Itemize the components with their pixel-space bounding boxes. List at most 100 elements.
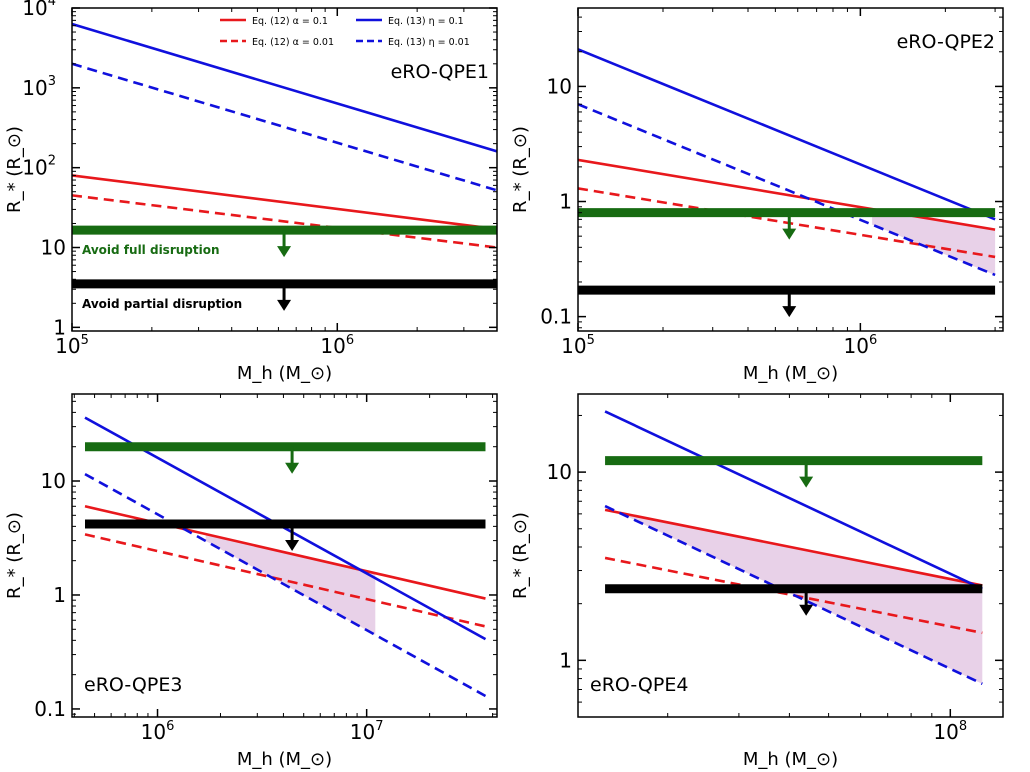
y-tick-label: 1 xyxy=(559,190,572,214)
y-tick-label: 1 xyxy=(53,315,66,339)
y-tick-mantissa: 1 xyxy=(53,315,66,339)
legend-label: Eq. (12) α = 0.01 xyxy=(252,37,334,48)
axes-frame xyxy=(71,393,498,718)
x-tick-exponent: 5 xyxy=(81,333,89,348)
x-tick-mantissa: 10 xyxy=(141,720,166,744)
x-tick-mantissa: 10 xyxy=(320,334,345,358)
x-axis-label: M_h (M_⊙) xyxy=(237,749,332,770)
limit-arrow-head xyxy=(277,299,292,311)
y-tick-mantissa: 1 xyxy=(559,190,572,214)
plot-area xyxy=(604,410,983,686)
series-line-3 xyxy=(84,472,487,698)
x-tick-mantissa: 10 xyxy=(350,720,375,744)
y-tick-label: 0.1 xyxy=(34,697,66,721)
y-tick-mantissa: 0.1 xyxy=(540,305,572,329)
series-line-3 xyxy=(72,62,497,192)
panel-name: eRO-QPE1 xyxy=(391,61,489,83)
x-tick-exponent: 6 xyxy=(166,719,174,734)
limit-arrow-head xyxy=(782,306,797,318)
y-tick-mantissa: 10 xyxy=(41,469,66,493)
x-tick-exponent: 8 xyxy=(959,719,967,734)
x-tick-label: 106 xyxy=(843,333,877,358)
y-tick-label: 103 xyxy=(22,74,56,100)
full-disruption-label: Avoid full disruption xyxy=(82,243,220,257)
x-tick-label: 105 xyxy=(55,333,89,358)
x-axis-label: M_h (M_⊙) xyxy=(237,363,332,384)
chart-panel: Avoid full disruption Avoid partial disru… xyxy=(4,0,498,384)
y-tick-mantissa: 10 xyxy=(547,460,572,484)
y-tick-mantissa: 1 xyxy=(53,583,66,607)
x-tick-exponent: 5 xyxy=(587,333,595,348)
limit-arrow-head xyxy=(285,462,300,474)
x-tick-label: 107 xyxy=(350,719,384,744)
panel-name: eRO-QPE2 xyxy=(897,31,995,53)
x-axis-label: M_h (M_⊙) xyxy=(743,749,838,770)
x-tick-mantissa: 10 xyxy=(55,334,80,358)
y-tick-mantissa: 10 xyxy=(41,236,66,260)
y-axis-label: R_* (R_⊙) xyxy=(510,126,531,213)
y-tick-exponent: 3 xyxy=(48,74,56,89)
plot-area xyxy=(578,48,996,318)
y-tick-mantissa: 1 xyxy=(559,648,572,672)
y-tick-mantissa: 0.1 xyxy=(34,697,66,721)
x-axis-label: M_h (M_⊙) xyxy=(743,363,838,384)
x-tick-exponent: 7 xyxy=(375,719,383,734)
legend: Eq. (12) α = 0.1 Eq. (13) η = 0.1 Eq. (12)… xyxy=(220,16,470,48)
series-line-0 xyxy=(578,158,996,231)
y-axis-label: R_* (R_⊙) xyxy=(510,512,531,599)
y-tick-label: 102 xyxy=(22,154,56,180)
allowed-region-shade xyxy=(872,212,996,275)
y-axis-label: R_* (R_⊙) xyxy=(4,512,25,599)
x-tick-mantissa: 10 xyxy=(933,720,958,744)
series-line-1 xyxy=(84,533,486,628)
x-tick-label: 106 xyxy=(141,719,175,744)
x-tick-exponent: 6 xyxy=(346,333,354,348)
series-line-0 xyxy=(72,174,497,231)
y-tick-label: 10 xyxy=(41,469,66,493)
x-tick-label: 108 xyxy=(933,719,967,744)
y-tick-label: 1 xyxy=(559,648,572,672)
series-line-2 xyxy=(578,48,996,221)
y-tick-exponent: 2 xyxy=(48,154,56,169)
series-line-3 xyxy=(604,504,983,686)
series-line-2 xyxy=(604,410,983,590)
axes-frame xyxy=(577,7,1004,332)
y-tick-mantissa: 10 xyxy=(22,0,47,20)
x-tick-mantissa: 10 xyxy=(843,334,868,358)
y-tick-label: 10 xyxy=(41,236,66,260)
y-axis-label: R_* (R_⊙) xyxy=(4,126,25,213)
y-tick-mantissa: 10 xyxy=(22,156,47,180)
y-tick-mantissa: 10 xyxy=(22,76,47,100)
limit-arrow-head xyxy=(782,228,797,240)
limit-arrow-head xyxy=(285,539,300,551)
legend-label: Eq. (13) η = 0.01 xyxy=(388,37,470,48)
panel-name: eRO-QPE3 xyxy=(84,674,182,696)
y-tick-label: 10 xyxy=(547,74,572,98)
series-line-2 xyxy=(72,22,497,153)
allowed-region-shade xyxy=(205,534,376,635)
y-tick-label: 0.1 xyxy=(540,305,572,329)
y-tick-exponent: 4 xyxy=(48,0,56,9)
plot-area: Avoid full disruption Avoid partial disru… xyxy=(72,22,497,311)
plot-area xyxy=(84,416,487,698)
axes-frame xyxy=(577,393,1004,718)
y-tick-label: 104 xyxy=(22,0,56,20)
x-tick-label: 105 xyxy=(561,333,595,358)
series-line-0 xyxy=(604,508,983,587)
x-tick-mantissa: 10 xyxy=(561,334,586,358)
limit-arrow-head xyxy=(799,476,814,488)
limit-arrow-head xyxy=(799,604,814,616)
series-line-3 xyxy=(578,103,996,277)
legend-label: Eq. (13) η = 0.1 xyxy=(388,16,464,27)
y-tick-label: 1 xyxy=(53,583,66,607)
series-line-1 xyxy=(72,194,497,249)
legend-label: Eq. (12) α = 0.1 xyxy=(252,16,328,27)
limit-arrow-head xyxy=(277,246,292,258)
y-tick-label: 10 xyxy=(547,460,572,484)
y-tick-mantissa: 10 xyxy=(547,74,572,98)
x-tick-label: 106 xyxy=(320,333,354,358)
